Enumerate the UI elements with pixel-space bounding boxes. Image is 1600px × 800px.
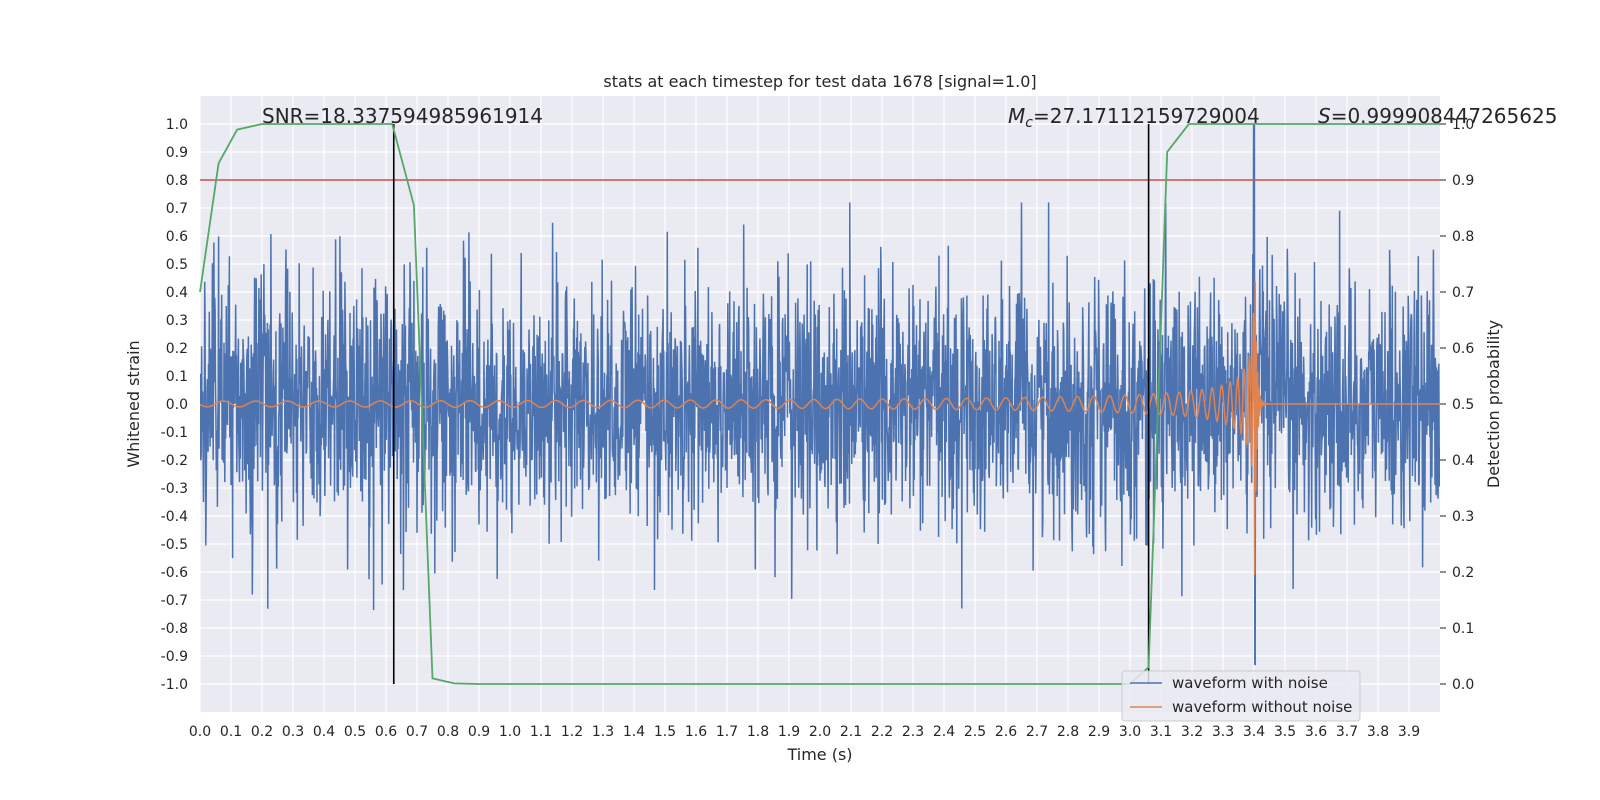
chirp-mass-annotation: Mc=27.17112159729004 xyxy=(1008,104,1260,131)
x-tick-label: 3.4 xyxy=(1243,724,1265,740)
y-left-tick-label: 0.3 xyxy=(166,313,188,329)
x-tick-label: 1.0 xyxy=(499,724,521,740)
x-tick-label: 0.6 xyxy=(375,724,397,740)
x-tick-label: 2.8 xyxy=(1057,724,1079,740)
x-tick-label: 1.6 xyxy=(685,724,707,740)
y-left-tick-label: 0.4 xyxy=(166,285,188,301)
y-left-tick-label: -0.1 xyxy=(161,425,188,441)
x-tick-label: 3.3 xyxy=(1212,724,1234,740)
y-right-tick-label: 0.7 xyxy=(1452,285,1474,301)
series-layer xyxy=(199,123,1440,685)
y-left-tick-label: -0.7 xyxy=(161,593,188,609)
x-tick-label: 3.0 xyxy=(1119,724,1141,740)
y-left-tick-label: 0.5 xyxy=(166,257,188,273)
y-left-tick-label: -0.4 xyxy=(161,509,188,525)
x-tick-label: 3.8 xyxy=(1367,724,1389,740)
x-tick-label: 0.2 xyxy=(251,724,273,740)
y-left-tick-label: 0.8 xyxy=(166,173,188,189)
y-axis-label-right: Detection probability xyxy=(1484,320,1503,488)
y-left-tick-label: -0.6 xyxy=(161,565,188,581)
y-left-tick-label: 0.2 xyxy=(166,341,188,357)
x-tick-label: 1.1 xyxy=(530,724,552,740)
x-tick-label: 0.5 xyxy=(344,724,366,740)
axes: 0.0 0.1 0.2 0.3 0.4 0.5 0.6 0.7 0.8 0.9 1.0 1.1 1.2 1… xyxy=(161,117,1475,740)
x-tick-label: 1.4 xyxy=(623,724,645,740)
x-tick-label: 1.9 xyxy=(778,724,800,740)
x-tick-label: 2.4 xyxy=(933,724,955,740)
y-right-tick-label: 0.8 xyxy=(1452,229,1474,245)
x-tick-label: 2.0 xyxy=(809,724,831,740)
y-right-tick-label: 0.3 xyxy=(1452,509,1474,525)
x-tick-label: 0.7 xyxy=(406,724,428,740)
x-tick-label: 0.4 xyxy=(313,724,335,740)
y-right-tick-label: 0.6 xyxy=(1452,341,1474,357)
chart-title: stats at each timestep for test data 167… xyxy=(603,72,1036,91)
legend: waveform with noise waveform without noi… xyxy=(1121,670,1361,722)
x-tick-label: 1.8 xyxy=(747,724,769,740)
y-left-tick-label: 0.0 xyxy=(166,397,188,413)
y-left-tick-label: 0.7 xyxy=(166,201,188,217)
y-left-tick-label: 0.6 xyxy=(166,229,188,245)
y-left-tick-label: -0.8 xyxy=(161,621,188,637)
x-tick-label: 1.3 xyxy=(592,724,614,740)
legend-box xyxy=(1121,670,1361,722)
plot-area xyxy=(200,123,1440,666)
x-tick-label: 2.7 xyxy=(1026,724,1048,740)
x-tick-label: 1.5 xyxy=(654,724,676,740)
x-tick-label: 2.1 xyxy=(840,724,862,740)
y-left-tick-label: 0.9 xyxy=(166,145,188,161)
y-left-tick-label: -0.5 xyxy=(161,537,188,553)
x-tick-label: 2.3 xyxy=(902,724,924,740)
y-left-tick-label: 1.0 xyxy=(166,117,188,133)
y-right-tick-label: 0.4 xyxy=(1452,453,1474,469)
x-tick-label: 2.2 xyxy=(871,724,893,740)
series-waveform-without-noise xyxy=(200,281,1440,575)
x-tick-label: 3.2 xyxy=(1181,724,1203,740)
x-tick-label: 3.1 xyxy=(1150,724,1172,740)
x-tick-label: 0.1 xyxy=(220,724,242,740)
y-left-tick-label: 0.1 xyxy=(166,369,188,385)
x-tick-label: 0.9 xyxy=(468,724,490,740)
x-tick-label: 1.7 xyxy=(716,724,738,740)
x-tick-label: 0.8 xyxy=(437,724,459,740)
y-right-tick-label: 0.1 xyxy=(1452,621,1474,637)
x-tick-label: 2.5 xyxy=(964,724,986,740)
y-right-tick-label: 0.9 xyxy=(1452,173,1474,189)
y-left-tick-label: -0.3 xyxy=(161,481,188,497)
y-left-tick-label: -0.9 xyxy=(161,649,188,665)
y-right-tick-label: 0.5 xyxy=(1452,397,1474,413)
series-detection-probability xyxy=(199,123,1440,685)
y-right-tick-label: 0.2 xyxy=(1452,565,1474,581)
y-left-tick-label: -0.2 xyxy=(161,453,188,469)
y-right-tick-label: 0.0 xyxy=(1452,677,1474,693)
x-tick-label: 1.2 xyxy=(561,724,583,740)
y-right-tick-label: 1.0 xyxy=(1452,117,1474,133)
x-tick-label: 0.3 xyxy=(282,724,304,740)
snr-annotation: SNR=18.337594985961914 xyxy=(262,104,543,128)
x-tick-label: 3.9 xyxy=(1398,724,1420,740)
x-tick-label: 2.6 xyxy=(995,724,1017,740)
x-tick-label: 2.9 xyxy=(1088,724,1110,740)
x-tick-label: 3.7 xyxy=(1336,724,1358,740)
x-tick-label: 0.0 xyxy=(189,724,211,740)
legend-label-clean: waveform without noise xyxy=(1172,698,1352,716)
y-axis-label-left: Whitened strain xyxy=(124,340,143,467)
s-annotation: S=0.999908447265625 xyxy=(1318,104,1557,128)
x-tick-label: 3.5 xyxy=(1274,724,1296,740)
x-axis-label: Time (s) xyxy=(786,745,852,764)
legend-label-noisy: waveform with noise xyxy=(1172,674,1328,692)
x-tick-label: 3.6 xyxy=(1305,724,1327,740)
y-left-tick-label: -1.0 xyxy=(161,677,188,693)
